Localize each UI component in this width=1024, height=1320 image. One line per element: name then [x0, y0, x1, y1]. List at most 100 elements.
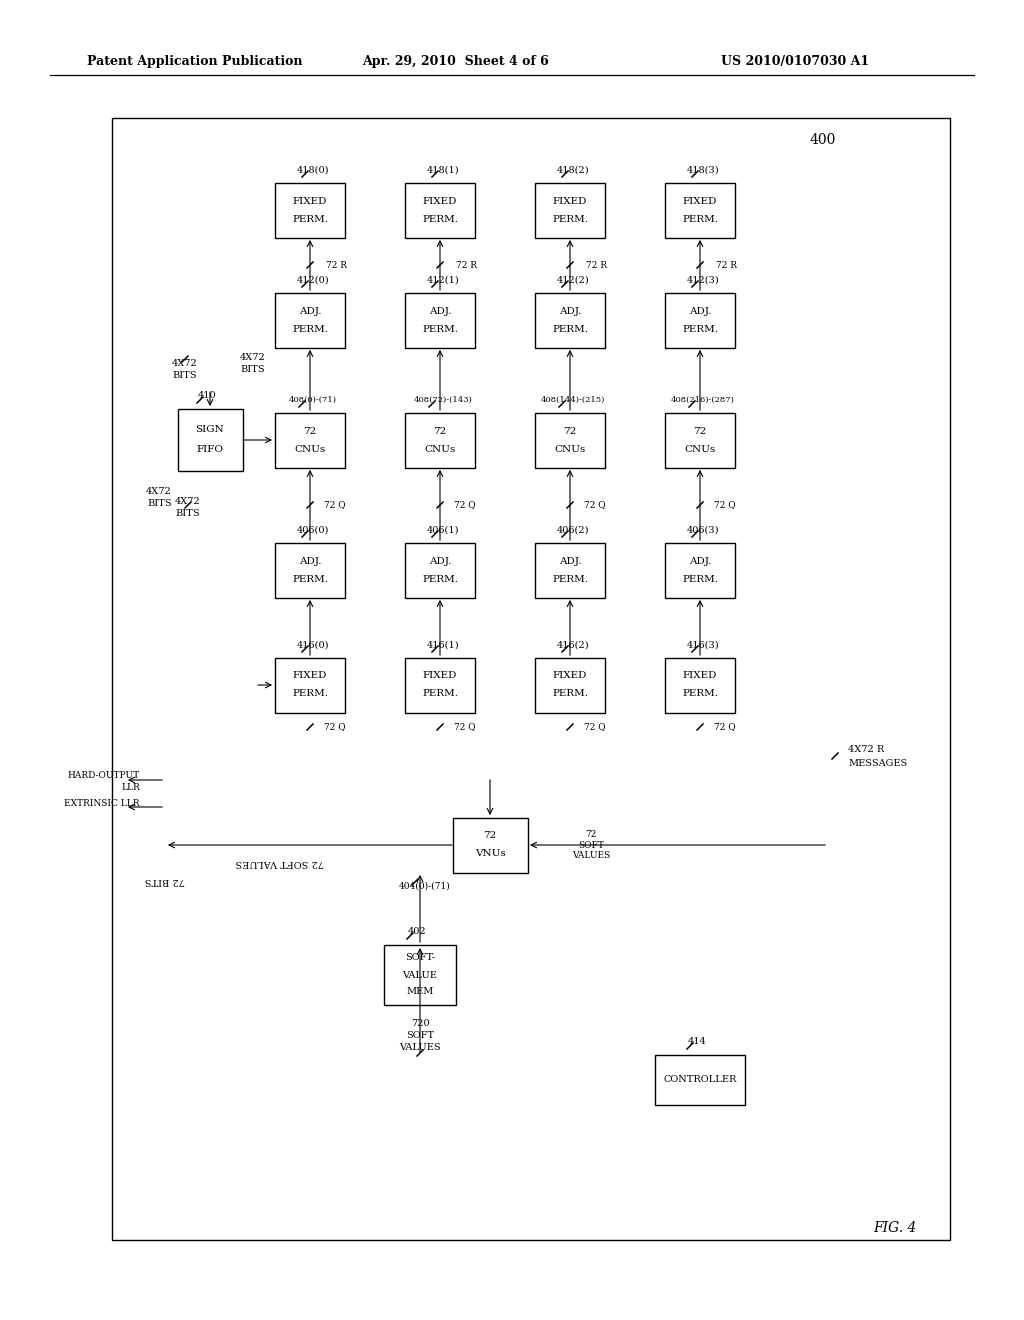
Text: CNUs: CNUs [424, 445, 456, 454]
Bar [384, 945, 456, 1005]
Text: 72 Q: 72 Q [454, 722, 475, 731]
Text: PERM.: PERM. [422, 325, 458, 334]
Text: 72 SOFT VALUES: 72 SOFT VALUES [236, 858, 325, 867]
Text: ADJ.: ADJ. [689, 306, 712, 315]
Text: 404(0)-(71): 404(0)-(71) [399, 882, 451, 891]
Text: ADJ.: ADJ. [689, 557, 712, 565]
Text: 416(2): 416(2) [557, 640, 590, 649]
Bar [655, 1055, 745, 1105]
Text: 416(0): 416(0) [297, 640, 330, 649]
Text: FIG. 4: FIG. 4 [873, 1221, 916, 1236]
Text: MEM: MEM [407, 987, 434, 997]
Text: MESSAGES: MESSAGES [848, 759, 907, 767]
Text: PERM.: PERM. [682, 689, 718, 698]
Text: 4X72: 4X72 [175, 496, 201, 506]
Text: EXTRINSIC LLR: EXTRINSIC LLR [65, 799, 140, 808]
Text: 406(2): 406(2) [557, 525, 589, 535]
Text: 408(216)-(287): 408(216)-(287) [671, 396, 735, 404]
Text: 402: 402 [408, 928, 426, 936]
Text: FIXED: FIXED [683, 197, 717, 206]
Text: PERM.: PERM. [292, 574, 328, 583]
Text: BITS: BITS [147, 499, 172, 507]
Bar [406, 183, 475, 238]
Text: 72 Q: 72 Q [714, 722, 735, 731]
Text: 400: 400 [810, 133, 837, 147]
Text: 406(0): 406(0) [297, 525, 329, 535]
Text: 72: 72 [483, 832, 497, 841]
Text: SIGN: SIGN [196, 425, 224, 434]
Text: ADJ.: ADJ. [559, 557, 582, 565]
Text: ADJ.: ADJ. [429, 557, 452, 565]
Text: PERM.: PERM. [292, 689, 328, 698]
Text: PERM.: PERM. [682, 325, 718, 334]
Text: SOFT-: SOFT- [404, 953, 435, 962]
Text: PERM.: PERM. [422, 689, 458, 698]
Text: 72 Q: 72 Q [584, 722, 605, 731]
Text: 72: 72 [563, 426, 577, 436]
Text: 418(1): 418(1) [427, 165, 460, 174]
Text: HARD-OUTPUT: HARD-OUTPUT [68, 771, 140, 780]
Bar [275, 543, 345, 598]
Text: FIXED: FIXED [683, 672, 717, 681]
Text: PERM.: PERM. [552, 214, 588, 223]
Text: CONTROLLER: CONTROLLER [664, 1076, 736, 1085]
Text: 412(2): 412(2) [557, 276, 590, 285]
Text: 406(3): 406(3) [687, 525, 719, 535]
Bar [535, 413, 605, 469]
Text: Patent Application Publication: Patent Application Publication [87, 55, 303, 69]
Text: 410: 410 [198, 392, 216, 400]
Text: 72 R: 72 R [586, 260, 607, 269]
Text: ADJ.: ADJ. [299, 557, 322, 565]
Text: VNUs: VNUs [475, 850, 506, 858]
Text: 72: 72 [433, 426, 446, 436]
Text: BITS: BITS [176, 508, 201, 517]
Text: 4X72: 4X72 [146, 487, 172, 495]
Text: 72 Q: 72 Q [584, 500, 605, 510]
Text: Apr. 29, 2010  Sheet 4 of 6: Apr. 29, 2010 Sheet 4 of 6 [361, 55, 549, 69]
Text: US 2010/0107030 A1: US 2010/0107030 A1 [721, 55, 869, 69]
Text: 408(72)-(143): 408(72)-(143) [414, 396, 472, 404]
Text: 406(1): 406(1) [427, 525, 459, 535]
Bar [665, 543, 735, 598]
Text: ADJ.: ADJ. [299, 306, 322, 315]
Text: 418(3): 418(3) [687, 165, 719, 174]
Text: 72 R: 72 R [326, 260, 347, 269]
Text: FIXED: FIXED [293, 672, 328, 681]
Text: FIXED: FIXED [423, 672, 457, 681]
Text: 412(0): 412(0) [297, 276, 330, 285]
Text: 720: 720 [411, 1019, 429, 1027]
Bar [406, 543, 475, 598]
Text: CNUs: CNUs [294, 445, 326, 454]
Text: 412(3): 412(3) [687, 276, 720, 285]
Bar [535, 657, 605, 713]
Bar [275, 183, 345, 238]
Text: 408(144)-(215): 408(144)-(215) [541, 396, 605, 404]
Text: FIXED: FIXED [553, 197, 587, 206]
Text: 408(0)-(71): 408(0)-(71) [289, 396, 337, 404]
Text: FIXED: FIXED [293, 197, 328, 206]
Text: 416(3): 416(3) [687, 640, 719, 649]
Text: PERM.: PERM. [292, 325, 328, 334]
Bar [453, 818, 528, 873]
Text: ADJ.: ADJ. [559, 306, 582, 315]
Bar [178, 409, 243, 471]
Text: 72: 72 [303, 426, 316, 436]
Text: 72 BITS: 72 BITS [144, 875, 185, 884]
Text: PERM.: PERM. [552, 689, 588, 698]
Text: 72 Q: 72 Q [324, 722, 346, 731]
Bar [275, 657, 345, 713]
Text: PERM.: PERM. [682, 214, 718, 223]
Bar [275, 413, 345, 469]
Text: FIXED: FIXED [553, 672, 587, 681]
Text: BITS: BITS [240, 364, 264, 374]
Bar [406, 413, 475, 469]
Bar [665, 413, 735, 469]
Text: 72 R: 72 R [456, 260, 477, 269]
Text: VALUES: VALUES [399, 1043, 440, 1052]
Bar [535, 543, 605, 598]
Text: ADJ.: ADJ. [429, 306, 452, 315]
Text: 418(0): 418(0) [297, 165, 330, 174]
Text: 72
SOFT
VALUES: 72 SOFT VALUES [572, 830, 610, 859]
Text: 72 Q: 72 Q [324, 500, 346, 510]
Text: PERM.: PERM. [682, 574, 718, 583]
